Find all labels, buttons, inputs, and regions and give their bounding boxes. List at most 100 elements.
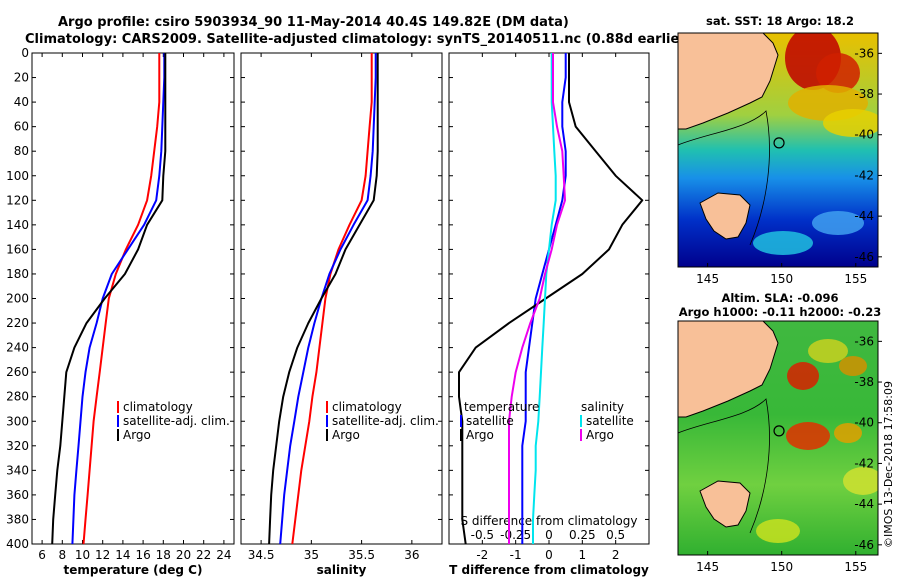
inner-axis-label: S difference from climatology bbox=[461, 514, 638, 528]
x-tick-label: 35.5 bbox=[348, 548, 375, 562]
y-tick-label: 340 bbox=[6, 463, 29, 477]
map-anomaly-patch bbox=[839, 356, 867, 376]
sst-map-title: sat. SST: 18 Argo: 18.2 bbox=[706, 14, 854, 28]
x-tick-label: 20 bbox=[176, 548, 191, 562]
map-x-tick-label: 150 bbox=[770, 560, 793, 574]
x-axis-label: salinity bbox=[317, 563, 367, 577]
tasmania-landmass bbox=[699, 480, 751, 528]
secondary-tick-label: 0.5 bbox=[606, 528, 625, 542]
y-tick-label: 100 bbox=[6, 169, 29, 183]
bathymetry-contour bbox=[678, 110, 770, 246]
argo-float-location-marker bbox=[773, 137, 785, 149]
map-y-tick-label: -42 bbox=[854, 168, 874, 182]
x-tick-label: 18 bbox=[156, 548, 171, 562]
y-tick-label: 360 bbox=[6, 488, 29, 502]
legend-label: climatology bbox=[123, 400, 193, 414]
y-tick-label: 140 bbox=[6, 218, 29, 232]
x-tick-label: 12 bbox=[95, 548, 110, 562]
x-tick-label: 8 bbox=[58, 548, 66, 562]
x-tick-label: 14 bbox=[115, 548, 130, 562]
legend-label: satellite bbox=[586, 414, 634, 428]
series-line-climatology bbox=[82, 53, 161, 545]
y-tick-label: 380 bbox=[6, 512, 29, 526]
x-tick-label: 22 bbox=[196, 548, 211, 562]
x-tick-label: 10 bbox=[75, 548, 90, 562]
map-y-tick-label: -36 bbox=[854, 46, 874, 60]
y-tick-label: 0 bbox=[21, 46, 29, 60]
map-anomaly-patch bbox=[753, 231, 813, 255]
series-line-climatology bbox=[291, 53, 373, 545]
y-tick-label: 200 bbox=[6, 292, 29, 306]
secondary-tick-label: -0.5 bbox=[471, 528, 494, 542]
series-line-satellite bbox=[521, 53, 567, 544]
y-tick-label: 240 bbox=[6, 341, 29, 355]
map-y-tick-label: -44 bbox=[854, 497, 874, 511]
legend-label: Argo bbox=[586, 428, 614, 442]
x-tick-label: 24 bbox=[216, 548, 231, 562]
sla-map-panel: 145 150 155 -36 -38 -40 -42 -44 -46 bbox=[677, 320, 882, 574]
y-tick-label: 80 bbox=[14, 144, 29, 158]
map-y-tick-label: -46 bbox=[854, 250, 874, 264]
x-tick-label: 1 bbox=[579, 548, 587, 562]
x-tick-label: 0 bbox=[545, 548, 553, 562]
tasmania-landmass bbox=[699, 192, 751, 240]
plot-frame bbox=[240, 52, 443, 545]
legend-label: climatology bbox=[332, 400, 402, 414]
sla-map-title-line2: Argo h1000: -0.11 h2000: -0.23 bbox=[679, 305, 882, 319]
map-field bbox=[678, 321, 878, 555]
map-y-tick-label: -44 bbox=[854, 209, 874, 223]
salinity-profile-panel: 34.5 35 35.5 36 salinity climatologysatellite… bbox=[240, 52, 443, 577]
y-tick-label: 300 bbox=[6, 414, 29, 428]
map-anomaly-patch bbox=[823, 109, 878, 137]
map-y-tick-label: -40 bbox=[854, 128, 874, 142]
series-line-argo bbox=[268, 53, 379, 545]
y-tick-label: 320 bbox=[6, 439, 29, 453]
map-x-tick-label: 145 bbox=[696, 272, 719, 286]
x-tick-label: -2 bbox=[476, 548, 488, 562]
figure-title-line2: Climatology: CARS2009. Satellite-adjuste… bbox=[25, 32, 692, 47]
sst-map-panel: 145 150 155 -36 -38 -40 -42 -44 -46 bbox=[677, 32, 882, 286]
y-tick-label: 160 bbox=[6, 242, 29, 256]
series-line-argo bbox=[508, 53, 566, 544]
map-y-tick-label: -38 bbox=[854, 87, 874, 101]
y-tick-label: 180 bbox=[6, 267, 29, 281]
map-anomaly-patch bbox=[816, 53, 860, 93]
argo-float-location-marker bbox=[773, 425, 785, 437]
y-tick-label: 60 bbox=[14, 120, 29, 134]
y-tick-label: 260 bbox=[6, 365, 29, 379]
legend-label: Argo bbox=[466, 428, 494, 442]
map-frame bbox=[677, 32, 879, 268]
map-y-tick-label: -38 bbox=[854, 375, 874, 389]
australia-mainland-landmass bbox=[678, 321, 779, 418]
y-tick-label: 220 bbox=[6, 316, 29, 330]
map-anomaly-patch bbox=[834, 423, 862, 443]
map-y-tick-label: -36 bbox=[854, 334, 874, 348]
legend-label: satellite-adj. clim. bbox=[332, 414, 439, 428]
sla-map-title-line1: Altim. SLA: -0.096 bbox=[721, 291, 838, 305]
series-line-satellite-adj-clim- bbox=[71, 53, 166, 545]
y-tick-label: 280 bbox=[6, 390, 29, 404]
map-y-tick-label: -42 bbox=[854, 456, 874, 470]
map-anomaly-patch bbox=[756, 519, 800, 543]
x-tick-label: 6 bbox=[38, 548, 46, 562]
map-x-tick-label: 145 bbox=[696, 560, 719, 574]
map-x-tick-label: 155 bbox=[844, 560, 867, 574]
series-line-argo bbox=[51, 53, 167, 545]
x-tick-label: 36 bbox=[404, 548, 419, 562]
legend-header-temperature: temperature bbox=[464, 400, 539, 414]
x-tick-label: 34.5 bbox=[248, 548, 275, 562]
x-tick-label: 2 bbox=[612, 548, 620, 562]
plot-frame bbox=[31, 52, 235, 545]
x-axis-label: temperature (deg C) bbox=[64, 563, 203, 577]
map-x-tick-label: 155 bbox=[844, 272, 867, 286]
x-tick-label: 35 bbox=[304, 548, 319, 562]
secondary-tick-label: 0 bbox=[545, 528, 553, 542]
figure-title-line1: Argo profile: csiro 5903934_90 11-May-20… bbox=[58, 15, 569, 30]
legend-label: satellite-adj. clim. bbox=[123, 414, 230, 428]
secondary-tick-label: 0.25 bbox=[569, 528, 596, 542]
y-tick-label: 40 bbox=[14, 95, 29, 109]
map-field bbox=[678, 33, 878, 267]
map-anomaly-patch bbox=[843, 467, 878, 495]
